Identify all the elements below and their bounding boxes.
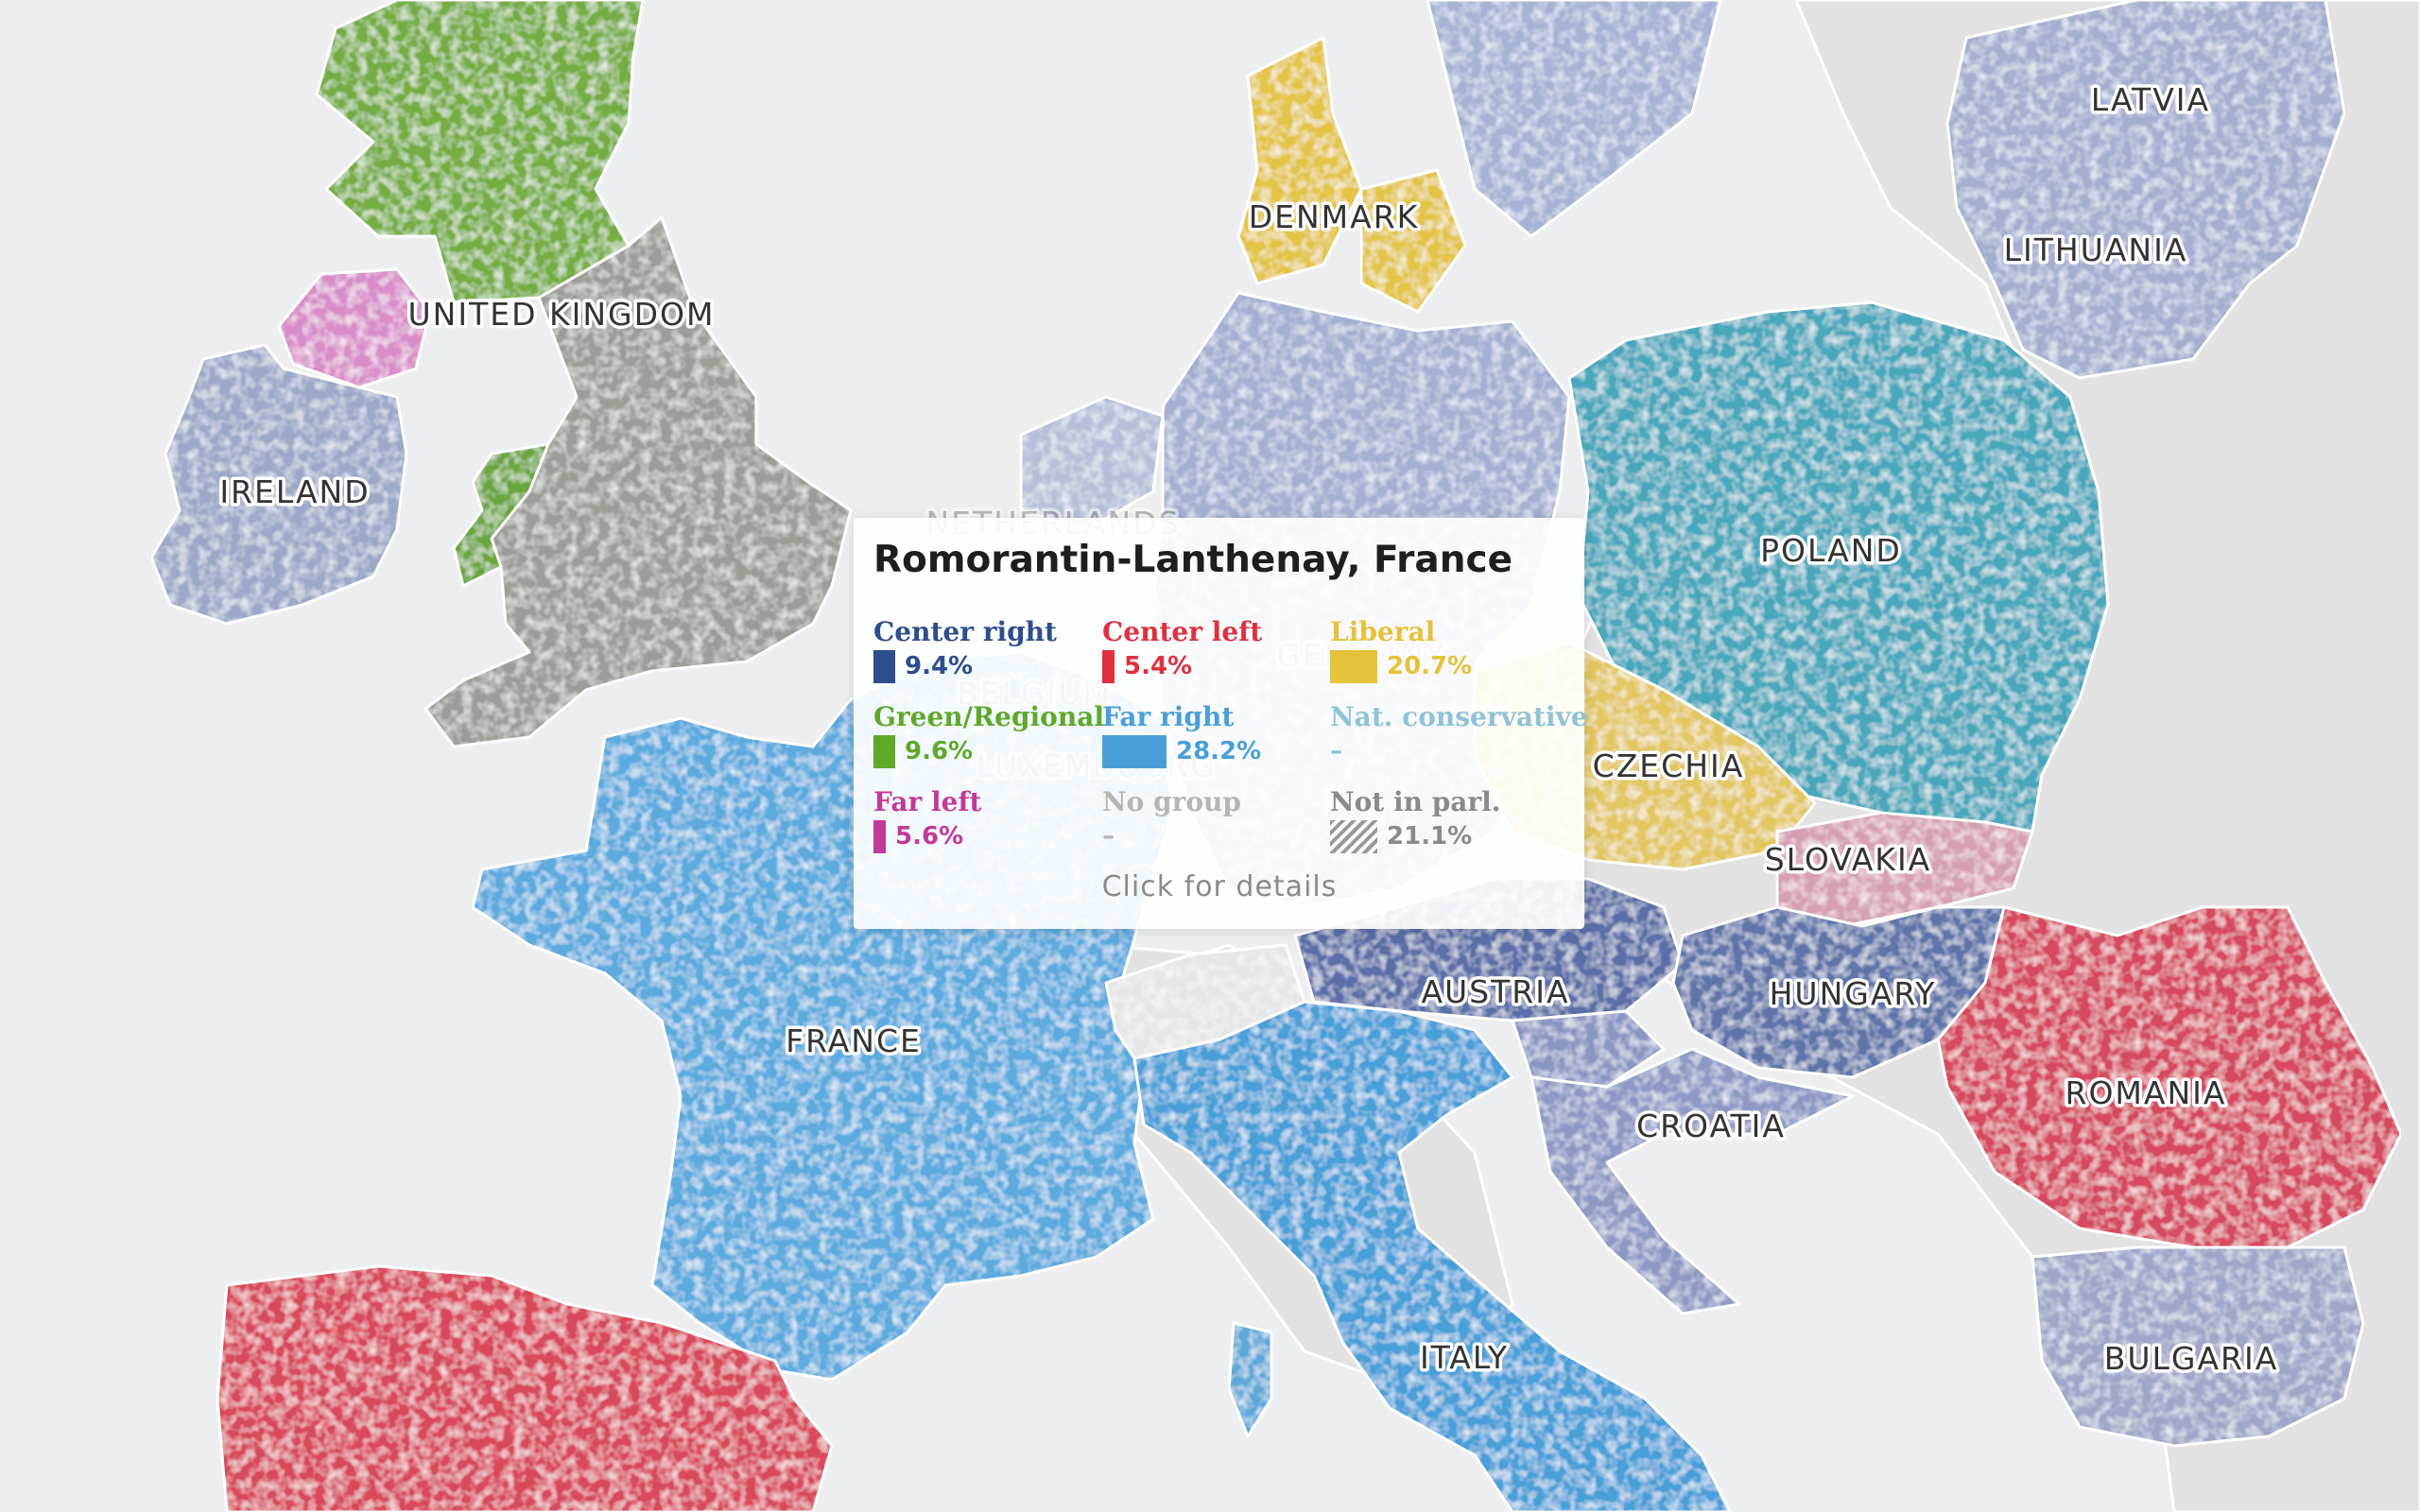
region-slovenia[interactable] xyxy=(1511,1009,1666,1089)
group-name: No group xyxy=(1102,786,1241,817)
group-nat-conservative: Nat. conservative – xyxy=(1330,701,1588,766)
group-value: 9.6% xyxy=(905,737,974,765)
group-value: – xyxy=(1102,822,1115,850)
group-value: 5.6% xyxy=(895,822,964,850)
region-denmark-islands[interactable] xyxy=(1359,168,1467,314)
region-italy[interactable] xyxy=(1132,1000,1732,1512)
group-name: Liberal xyxy=(1330,616,1436,647)
group-bar xyxy=(1330,649,1377,683)
party-group-grid: Center right 9.4% Center left 5.4% Liber… xyxy=(873,616,1588,853)
label-hungary: HUNGARY xyxy=(1770,975,1937,1012)
region-tooltip[interactable]: Romorantin-Lanthenay, France Center righ… xyxy=(854,518,1588,929)
group-name: Far right xyxy=(1102,701,1235,732)
group-center-right: Center right 9.4% xyxy=(873,616,1102,683)
tooltip-title: Romorantin-Lanthenay, France xyxy=(873,539,1513,581)
group-name: Far left xyxy=(873,786,982,817)
group-value: 28.2% xyxy=(1176,737,1262,765)
region-baltics[interactable] xyxy=(1945,0,2346,380)
group-name: Center right xyxy=(873,616,1057,647)
group-name: Nat. conservative xyxy=(1330,701,1588,732)
label-poland: POLAND xyxy=(1760,532,1902,569)
label-bulgaria: BULGARIA xyxy=(2104,1340,2279,1377)
group-far-right: Far right 28.2% xyxy=(1102,701,1330,768)
label-croatia: CROATIA xyxy=(1636,1108,1786,1144)
label-romania: ROMANIA xyxy=(2066,1074,2227,1111)
label-slovakia: SLOVAKIA xyxy=(1765,841,1932,878)
group-value: 5.4% xyxy=(1124,652,1193,680)
group-bar xyxy=(873,819,886,853)
region-wales[interactable] xyxy=(452,442,550,588)
group-value: 9.4% xyxy=(905,652,974,680)
region-netherlands[interactable] xyxy=(1019,395,1165,531)
region-spain[interactable] xyxy=(216,1264,834,1512)
group-name: Not in parl. xyxy=(1330,786,1501,817)
group-not-in-parl: Not in parl. 21.1% xyxy=(1330,786,1585,853)
region-scotland[interactable] xyxy=(315,0,645,304)
region-bulgaria[interactable] xyxy=(2031,1246,2365,1448)
label-italy: ITALY xyxy=(1420,1339,1509,1376)
group-bar xyxy=(1102,734,1167,768)
region-denmark[interactable] xyxy=(1236,36,1363,285)
label-austria: AUSTRIA xyxy=(1421,973,1569,1010)
group-no-group: No group – xyxy=(1102,786,1330,851)
group-value: 21.1% xyxy=(1387,822,1473,850)
group-value: 20.7% xyxy=(1387,652,1473,680)
group-center-left: Center left 5.4% xyxy=(1102,616,1330,683)
label-united-kingdom: UNITED KINGDOM xyxy=(408,296,716,333)
group-bar xyxy=(873,649,895,683)
group-bar xyxy=(1102,649,1115,683)
group-name: Green/Regional xyxy=(873,701,1104,732)
group-value: – xyxy=(1330,737,1342,765)
group-far-left: Far left 5.6% xyxy=(873,786,1102,853)
region-romania[interactable] xyxy=(1936,905,2403,1249)
label-lithuania: LITHUANIA xyxy=(2004,232,2188,268)
group-bar xyxy=(873,734,895,768)
label-france: FRANCE xyxy=(786,1022,922,1059)
group-liberal: Liberal 20.7% xyxy=(1330,616,1585,683)
group-green-regional: Green/Regional 9.6% xyxy=(873,701,1104,768)
region-northern-ireland[interactable] xyxy=(277,267,432,389)
region-corsica[interactable] xyxy=(1227,1321,1273,1438)
group-name: Center left xyxy=(1102,616,1263,647)
click-for-details-link[interactable]: Click for details xyxy=(1101,870,1338,903)
label-latvia: LATVIA xyxy=(2091,81,2210,118)
label-ireland: IRELAND xyxy=(219,473,370,510)
label-czechia: CZECHIA xyxy=(1593,747,1745,784)
region-switzerland xyxy=(1104,943,1306,1060)
region-croatia[interactable] xyxy=(1530,1047,1855,1315)
region-ireland[interactable] xyxy=(149,343,408,626)
label-denmark: DENMARK xyxy=(1249,198,1420,235)
region-sweden[interactable] xyxy=(1426,0,1722,238)
hatch-swatch xyxy=(1330,819,1377,853)
